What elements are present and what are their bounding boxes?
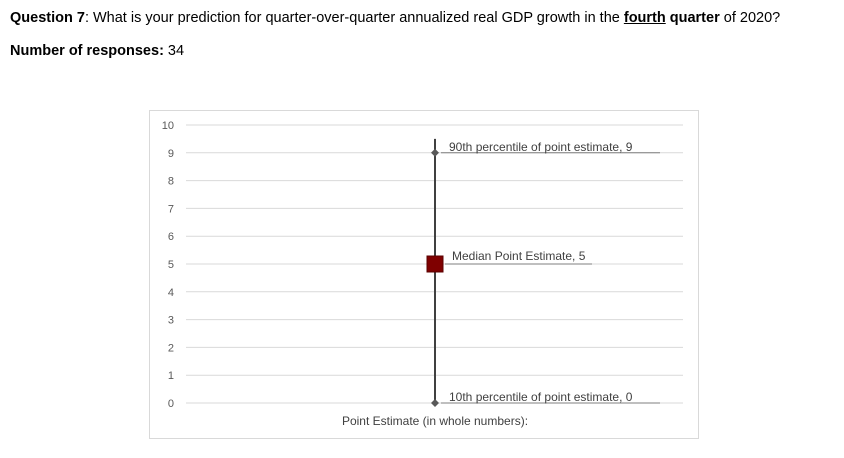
chart-frame	[149, 110, 699, 439]
y-tick-label: 9	[168, 148, 174, 160]
y-tick-label: 7	[168, 203, 174, 215]
median-label: Median Point Estimate, 5	[452, 249, 586, 263]
percentile-marker	[431, 399, 439, 407]
x-axis-label: Point Estimate (in whole numbers):	[342, 414, 528, 428]
median-marker	[426, 255, 444, 273]
responses-count: Number of responses: 34	[10, 43, 184, 59]
p90-label: 90th percentile of point estimate, 9	[449, 140, 633, 154]
responses-label: Number of responses:	[10, 43, 164, 59]
y-tick-label: 0	[168, 398, 174, 410]
question-body: : What is your prediction for quarter-ov…	[84, 10, 624, 26]
y-tick-label: 4	[168, 287, 174, 299]
question-quarter: quarter	[669, 10, 720, 26]
p10-label: 10th percentile of point estimate, 0	[449, 390, 633, 404]
question-tail: of 2020?	[719, 10, 781, 26]
y-tick-label: 2	[168, 342, 174, 354]
y-tick-label: 10	[162, 120, 174, 132]
responses-value: 34	[163, 43, 185, 59]
y-tick-label: 6	[168, 231, 174, 243]
question-emphasis: fourth	[623, 10, 666, 26]
y-tick-label: 5	[168, 259, 174, 271]
y-tick-label: 3	[168, 315, 174, 327]
question-label: Question 7	[10, 10, 85, 26]
y-tick-label: 1	[168, 370, 174, 382]
y-tick-label: 8	[168, 176, 174, 188]
question-text: Question 7: What is your prediction for …	[10, 10, 780, 26]
percentile-marker	[431, 148, 439, 157]
